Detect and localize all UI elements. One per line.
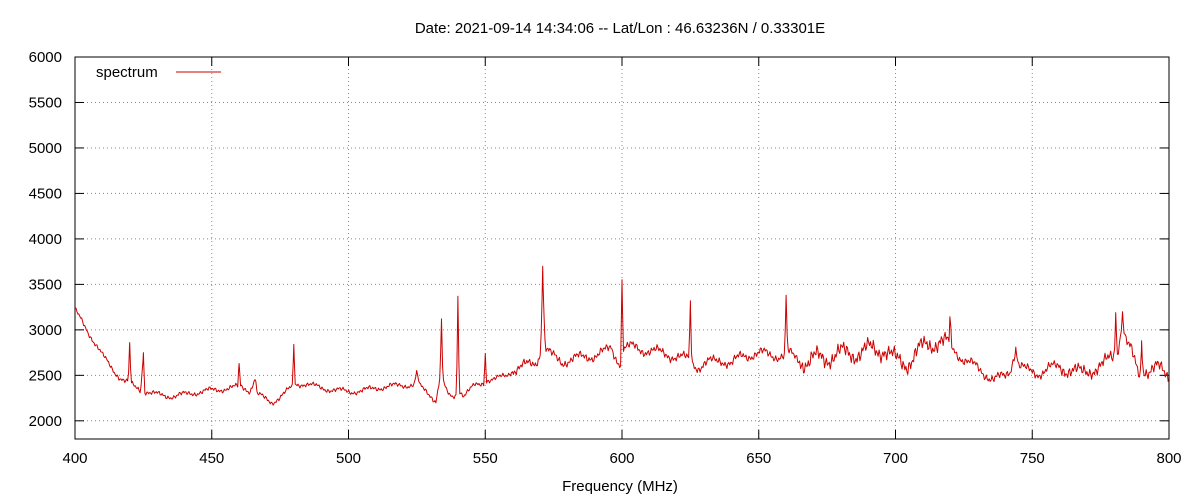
x-axis-label: Frequency (MHz): [562, 478, 678, 495]
x-tick-label: 800: [1156, 450, 1181, 467]
spectrum-series-line: [74, 265, 1169, 406]
y-tick-label: 3000: [29, 322, 62, 339]
y-tick-label: 2500: [29, 367, 62, 384]
x-axis: 400 450 500 550 600 650 700 750 800: [62, 57, 1182, 467]
x-tick-label: 550: [473, 450, 498, 467]
legend: spectrum: [96, 64, 221, 81]
x-tick-label: 750: [1020, 450, 1045, 467]
y-tick-label: 2000: [29, 413, 62, 430]
x-tick-label: 500: [336, 450, 361, 467]
legend-label-spectrum: spectrum: [96, 64, 158, 81]
y-tick-label: 5500: [29, 94, 62, 111]
y-tick-label: 4000: [29, 231, 62, 248]
y-tick-label: 4500: [29, 185, 62, 202]
chart-title: Date: 2021-09-14 14:34:06 -- Lat/Lon : 4…: [415, 20, 825, 37]
x-tick-label: 600: [609, 450, 634, 467]
y-tick-label: 6000: [29, 49, 62, 66]
y-axis: 2000 2500 3000 3500 4000 4500 5000 5500 6000: [29, 49, 1169, 430]
grid: [75, 57, 1169, 439]
y-tick-label: 3500: [29, 276, 62, 293]
x-tick-label: 650: [746, 450, 771, 467]
y-tick-label: 5000: [29, 140, 62, 157]
x-tick-label: 450: [199, 450, 224, 467]
x-tick-label: 400: [62, 450, 87, 467]
x-tick-label: 700: [883, 450, 908, 467]
